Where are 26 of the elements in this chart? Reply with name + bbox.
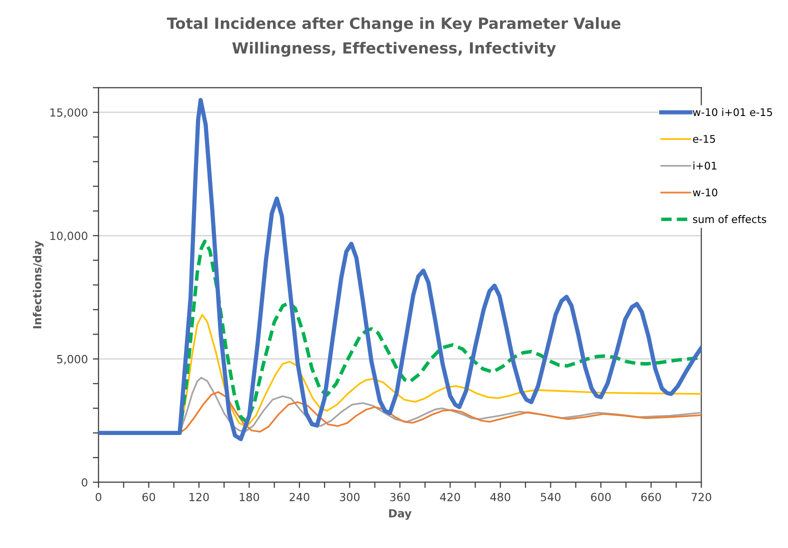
x-tick-label: 600 [591,492,611,502]
legend-label: i+01 [693,162,716,170]
y-tick-label: 0 [82,478,88,487]
x-tick-label: 180 [240,492,260,502]
x-axis-title: Day [389,509,412,520]
x-tick-label: 660 [641,492,661,502]
legend-label: w-10 i+01 e-15 [692,108,772,116]
legend-label: sum of effects [693,215,766,224]
legend-label: e-15 [693,135,715,143]
chart-subtitle: Willingness, Effectiveness, Infectivity [232,42,556,57]
x-tick-label: 480 [490,492,510,502]
x-tick-label: 0 [96,492,102,502]
chart-title: Total Incidence after Change in Key Parameter Value [166,17,620,32]
x-tick-label: 540 [540,492,560,502]
x-tick-label: 240 [290,492,310,502]
y-tick-label: 15,000 [50,108,88,118]
x-tick-label: 300 [340,492,360,502]
x-tick-label: 420 [440,492,460,502]
y-tick-label: 5,000 [57,354,88,364]
x-tick-label: 360 [390,492,410,502]
y-tick-label: 10,000 [50,232,88,242]
x-tick-label: 120 [190,492,209,502]
x-tick-label: 60 [142,492,156,502]
legend-label: w-10 [692,188,718,196]
y-axis-title: Infections/day [32,240,44,328]
x-tick-label: 720 [692,492,712,502]
